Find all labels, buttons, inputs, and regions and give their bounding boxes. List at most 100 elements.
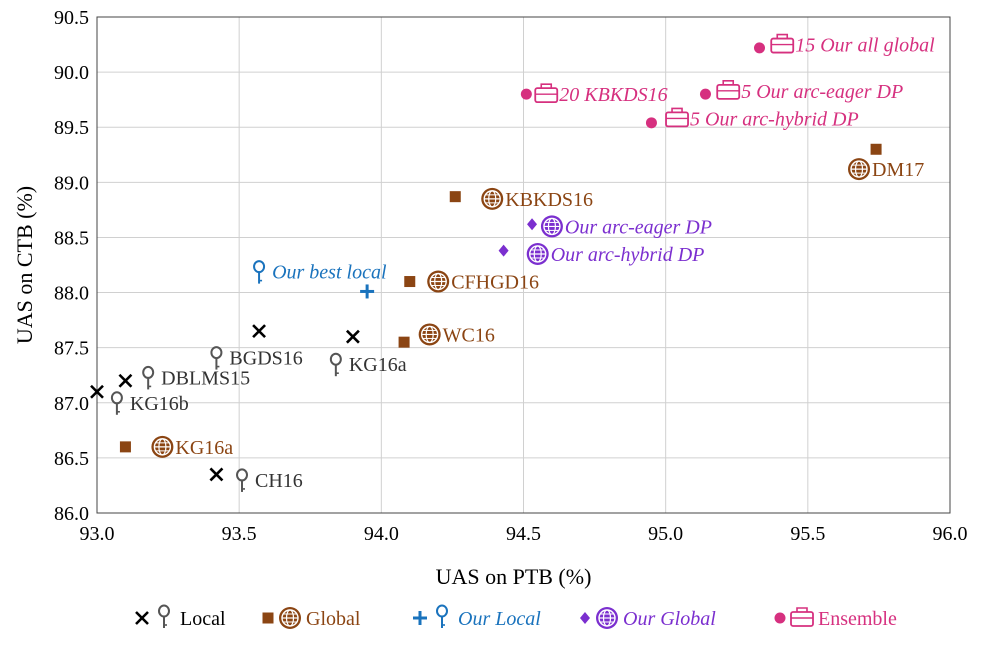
globe-icon	[540, 215, 563, 238]
key-icon	[142, 365, 155, 390]
y-tick-label: 90.5	[54, 7, 89, 29]
key-icon	[236, 468, 249, 492]
globe-icon	[848, 158, 871, 181]
key-icon	[329, 352, 342, 377]
data-point-global	[398, 336, 410, 348]
y-tick-label: 89.0	[54, 172, 89, 194]
data-point-ensemble	[645, 117, 657, 129]
key-icon	[253, 260, 266, 284]
x-tick-label: 94.5	[506, 523, 541, 545]
annotation-label: Our arc-eager DP	[565, 216, 712, 238]
x-tick-label: 95.0	[648, 523, 683, 545]
data-point-global	[119, 441, 131, 453]
legend-label: Local	[180, 608, 226, 630]
key-icon	[110, 391, 123, 415]
annotation: 15 Our all global	[770, 33, 935, 57]
legend-marker	[580, 612, 590, 624]
legend-marker	[774, 612, 786, 624]
globe-icon	[481, 187, 504, 210]
data-point-local	[90, 384, 104, 399]
annotation: Our best local	[253, 260, 387, 284]
toolbox-icon	[534, 83, 559, 104]
data-point-local	[345, 329, 360, 344]
x-tick-label: 93.5	[222, 523, 257, 545]
annotation-label: 5 Our arc-eager DP	[741, 81, 903, 103]
annotation: DBLMS15	[142, 365, 250, 390]
toolbox-icon	[790, 607, 814, 627]
annotation-label: Our best local	[272, 262, 387, 284]
toolbox-icon	[770, 33, 795, 54]
x-tick-label: 96.0	[933, 523, 968, 545]
legend-item-our_local: Our Local	[413, 604, 541, 630]
globe-icon	[526, 242, 549, 265]
key-icon	[210, 346, 223, 370]
annotation-label: CH16	[255, 470, 303, 492]
annotation-label: KG16a	[175, 437, 233, 459]
annotation: 5 Our arc-hybrid DP	[665, 107, 859, 130]
y-tick-label: 89.5	[54, 117, 89, 139]
toolbox-icon	[716, 80, 741, 100]
x-axis-label: UAS on PTB (%)	[436, 564, 592, 589]
data-point-local	[118, 373, 133, 388]
annotation: CFHGD16	[427, 270, 539, 294]
annotation: Our arc-eager DP	[540, 215, 712, 238]
y-tick-label: 88.5	[54, 227, 89, 249]
annotation-label: Our arc-hybrid DP	[551, 244, 705, 266]
globe-icon	[279, 607, 301, 629]
legend-item-local: Local	[135, 604, 226, 630]
y-axis-label: UAS on CTB (%)	[12, 186, 37, 344]
annotation-label: KG16a	[349, 354, 407, 376]
annotation-label: DBLMS15	[161, 367, 250, 389]
toolbox-icon	[665, 107, 689, 128]
y-tick-label: 88.0	[54, 283, 89, 305]
annotation: DM17	[848, 158, 924, 181]
annotation: CH16	[236, 468, 303, 492]
annotation-label: BGDS16	[229, 348, 302, 370]
y-tick-label: 87.0	[54, 393, 89, 415]
annotation-label: WC16	[443, 324, 495, 346]
legend-marker	[135, 611, 149, 625]
data-point-our_global	[498, 244, 509, 257]
data-point-global	[404, 276, 416, 288]
legend-label: Our Global	[623, 608, 716, 630]
legend-marker	[262, 612, 274, 624]
data-points	[90, 42, 882, 482]
annotation: Our arc-hybrid DP	[526, 242, 705, 266]
annotation: WC16	[418, 323, 495, 346]
annotation-label: CFHGD16	[451, 272, 539, 294]
legend-label: Ensemble	[818, 608, 897, 630]
annotation-label: KBKDS16	[505, 189, 593, 211]
y-tick-label: 86.5	[54, 448, 89, 470]
annotation-label: DM17	[872, 159, 924, 181]
annotation-label: 20 KBKDS16	[559, 84, 667, 106]
data-point-ensemble	[699, 88, 711, 100]
legend-label: Global	[306, 608, 361, 630]
x-tick-label: 93.0	[80, 523, 115, 545]
legend: Local Global Our Local Our Global Ensemble	[135, 604, 897, 630]
annotation: KG16b	[110, 391, 189, 415]
globe-icon	[418, 323, 441, 346]
y-tick-label: 90.0	[54, 62, 89, 84]
globe-icon	[596, 607, 618, 629]
annotation: KBKDS16	[481, 187, 593, 211]
data-point-global	[870, 143, 882, 155]
x-tick-label: 94.0	[364, 523, 399, 545]
legend-item-our_global: Our Global	[580, 607, 716, 630]
annotation: KG16a	[151, 435, 233, 459]
y-tick-label: 87.5	[54, 338, 89, 360]
annotation-label: 15 Our all global	[795, 35, 935, 57]
data-point-local	[209, 467, 224, 482]
plot-frame	[96, 16, 951, 514]
legend-label: Our Local	[458, 608, 541, 630]
data-point-our_local	[360, 284, 375, 299]
legend-marker	[413, 611, 427, 625]
annotation: BGDS16	[210, 346, 303, 370]
annotation: KG16a	[329, 352, 407, 377]
legend-item-ensemble: Ensemble	[774, 607, 897, 630]
data-point-ensemble	[753, 42, 765, 54]
data-point-local	[252, 324, 266, 339]
x-tick-label: 95.5	[790, 523, 825, 545]
